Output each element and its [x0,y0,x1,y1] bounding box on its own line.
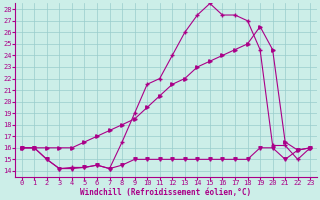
X-axis label: Windchill (Refroidissement éolien,°C): Windchill (Refroidissement éolien,°C) [80,188,252,197]
